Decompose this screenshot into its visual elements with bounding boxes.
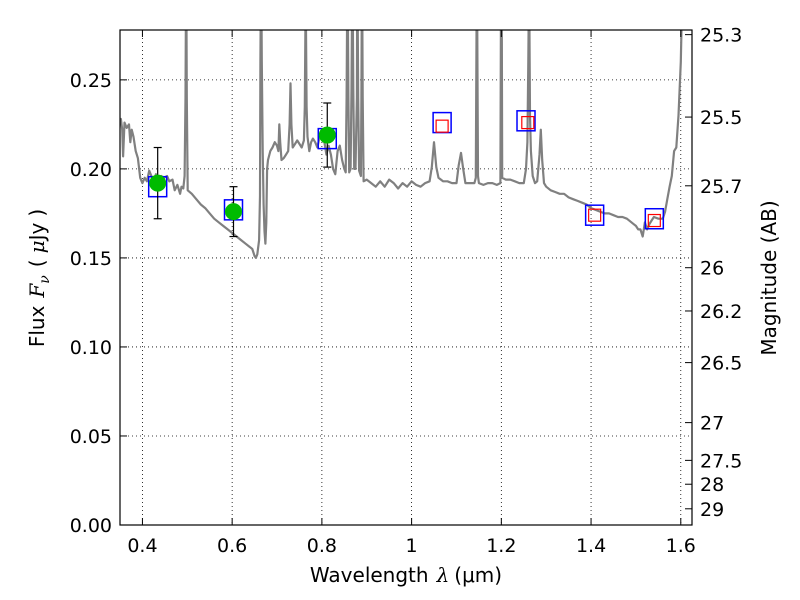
model-spectrum-line [120, 30, 683, 259]
observed-photometry-point [149, 174, 167, 192]
x-tick-label: 1.4 [576, 535, 606, 557]
magnitude-tick-label: 25.5 [700, 107, 742, 129]
y-axis-label-text: Flux [25, 305, 49, 347]
magnitude-tick-label: 27 [700, 413, 724, 435]
y-tick-label: 0.20 [70, 159, 112, 181]
upper-photometry-point [647, 213, 661, 228]
y-tick-label: 0.05 [70, 426, 112, 448]
upper-photometry-point [588, 208, 602, 222]
x-tick-label: 1.2 [486, 535, 516, 557]
x-axis-ticks: 0.4 0.6 0.8 1 1.2 1.4 1.6 [127, 30, 696, 557]
x-tick-label: 0.8 [307, 535, 337, 557]
x-axis-label-text: Wavelength [310, 563, 429, 587]
y-axis-label-open: ( [25, 259, 49, 267]
x-tick-label: 1.6 [666, 535, 696, 557]
x-axis-label-symbol: λ [436, 563, 450, 587]
model-photometry-point [516, 110, 536, 132]
y-axis-label: Flux Fν ( μJy) [25, 209, 53, 347]
magnitude-tick-label: 26 [700, 258, 724, 280]
y-tick-label: 0.00 [70, 515, 112, 537]
model-photometry-point [584, 204, 605, 226]
x-axis-label: Wavelength λ (μm) [310, 563, 502, 587]
magnitude-tick-label: 25.3 [700, 25, 742, 47]
magnitude-tick-label: 29 [700, 499, 724, 521]
y-tick-label: 0.25 [70, 70, 112, 92]
observed-photometry-point [318, 126, 336, 144]
x-tick-label: 0.4 [127, 535, 157, 557]
magnitude-tick-label: 28 [700, 474, 724, 496]
magnitude-tick-label: 27.5 [700, 450, 742, 472]
upper-photometry-point [435, 119, 449, 133]
y-axis-label-unit: Jy [25, 222, 49, 242]
y-axis-label-close: ) [25, 209, 49, 217]
y-axis-label-mu: μ [25, 240, 49, 253]
plot-area [120, 30, 683, 259]
y-axis-label-symbol: F [25, 283, 49, 299]
grid-lines [120, 30, 692, 526]
magnitude-axis-ticks: 25.3 25.5 25.7 26 26.2 26.5 27 27.528 29 [685, 25, 742, 521]
upper-photometry-point [521, 115, 535, 130]
y-axis-label-subscript: ν [37, 275, 53, 284]
magnitude-tick-label: 26.2 [700, 301, 742, 323]
observed-photometry-point [225, 203, 243, 221]
x-tick-label: 0.6 [217, 535, 247, 557]
model-photometry-point [644, 207, 665, 230]
plot-frame [119, 29, 693, 526]
magnitude-tick-label: 25.7 [700, 176, 742, 198]
y-axis-ticks: 0.00 0.05 0.10 0.15 0.20 0.25 [70, 70, 127, 537]
y-tick-label: 0.15 [70, 248, 112, 270]
x-axis-label-unit: (μm) [454, 563, 502, 587]
y-tick-label: 0.10 [70, 337, 112, 359]
magnitude-tick-label: 26.5 [700, 353, 742, 375]
magnitude-axis-label: Magnitude (AB) [757, 200, 781, 355]
x-tick-label: 1 [406, 535, 418, 557]
